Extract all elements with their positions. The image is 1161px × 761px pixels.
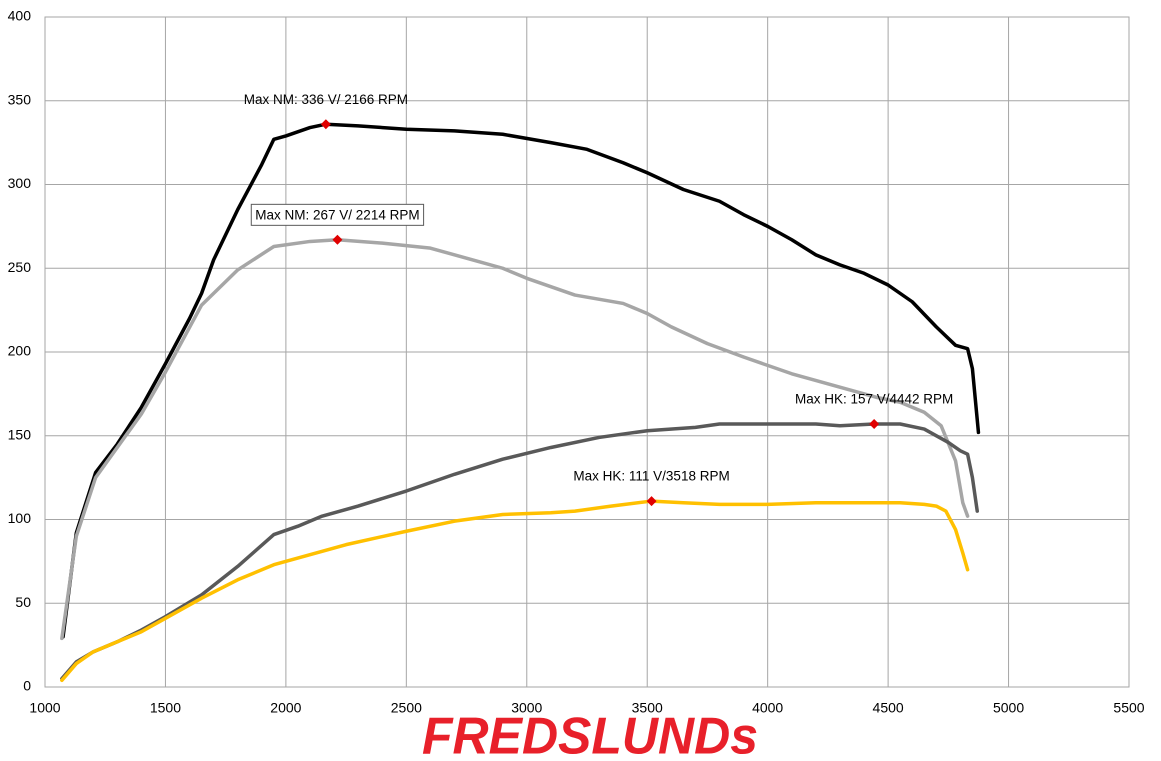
annotation-label: Max NM: 267 V/ 2214 RPM bbox=[255, 207, 419, 222]
annotation-box bbox=[250, 203, 425, 226]
annotation-marker bbox=[646, 496, 657, 507]
annotation-label: Max HK: 111 V/3518 RPM bbox=[573, 469, 729, 484]
y-tick-label: 400 bbox=[8, 8, 32, 24]
x-tick-label: 2500 bbox=[391, 700, 422, 716]
x-tick-label: 4000 bbox=[752, 700, 783, 716]
y-tick-label: 200 bbox=[8, 343, 32, 359]
x-tick-label: 5000 bbox=[993, 700, 1024, 716]
x-tick-label: 2000 bbox=[270, 700, 301, 716]
grid: 0 50 100 150 200 250 300 350 400 1000 1500 2000 2500… bbox=[8, 8, 1145, 716]
logo: FREDSLUNDs bbox=[422, 708, 758, 761]
annotations: Max NM: 336 V/ 2166 RPM Max NM: 267 V/ 22… bbox=[244, 92, 953, 507]
annotation-marker bbox=[332, 234, 343, 245]
x-tick-label: 1500 bbox=[150, 700, 181, 716]
y-tick-label: 100 bbox=[8, 510, 32, 526]
y-tick-label: 0 bbox=[23, 678, 31, 694]
y-tick-label: 350 bbox=[8, 91, 32, 107]
series-line bbox=[60, 238, 970, 641]
annotation-marker bbox=[869, 419, 880, 430]
x-tick-label: 3500 bbox=[632, 700, 663, 716]
plot-lines bbox=[60, 122, 981, 683]
series-line bbox=[60, 499, 970, 683]
y-tick-label: 300 bbox=[8, 175, 32, 191]
annotation-label: Max HK: 157 V/4442 RPM bbox=[795, 392, 953, 407]
annotation-marker bbox=[320, 119, 331, 130]
annotation-label: Max NM: 336 V/ 2166 RPM bbox=[244, 92, 408, 107]
y-tick-label: 250 bbox=[8, 259, 32, 275]
x-tick-label: 1000 bbox=[29, 700, 60, 716]
x-tick-label: 3000 bbox=[511, 700, 542, 716]
y-tick-label: 50 bbox=[15, 594, 31, 610]
plot-border bbox=[44, 16, 1130, 688]
x-tick-label: 5500 bbox=[1113, 700, 1144, 716]
x-tick-label: 4500 bbox=[873, 700, 904, 716]
series-line bbox=[61, 122, 981, 639]
y-tick-label: 150 bbox=[8, 426, 32, 442]
